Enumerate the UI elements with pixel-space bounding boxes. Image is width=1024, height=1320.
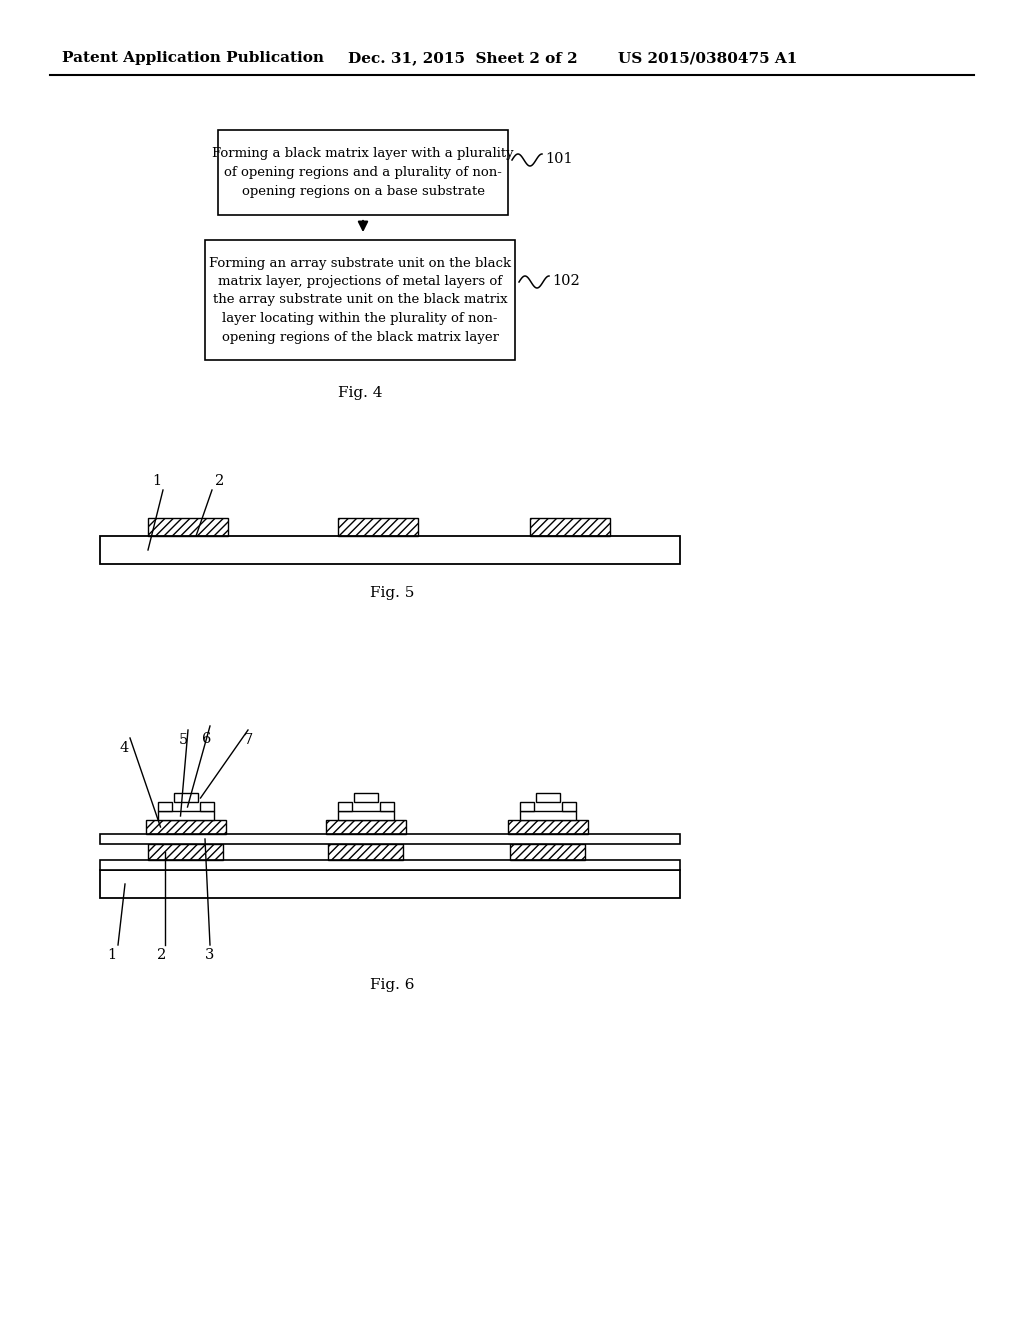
Bar: [100, 536, 680, 564]
Bar: [561, 803, 575, 810]
Bar: [205, 240, 515, 360]
Text: 102: 102: [552, 275, 580, 288]
Bar: [530, 517, 610, 536]
Text: Forming an array substrate unit on the black
matrix layer, projections of metal : Forming an array substrate unit on the b…: [209, 256, 511, 343]
Bar: [519, 810, 575, 820]
Bar: [353, 793, 378, 803]
Bar: [338, 803, 351, 810]
Bar: [173, 793, 198, 803]
Bar: [536, 793, 559, 803]
Bar: [510, 843, 585, 861]
Bar: [100, 834, 680, 843]
Bar: [100, 861, 680, 870]
Text: 4: 4: [120, 741, 129, 755]
Text: Fig. 6: Fig. 6: [370, 978, 415, 993]
Text: Fig. 4: Fig. 4: [338, 385, 382, 400]
Text: Dec. 31, 2015  Sheet 2 of 2: Dec. 31, 2015 Sheet 2 of 2: [348, 51, 578, 65]
Bar: [158, 803, 171, 810]
Bar: [380, 803, 393, 810]
Text: 2: 2: [158, 948, 167, 962]
Text: Forming a black matrix layer with a plurality
of opening regions and a plurality: Forming a black matrix layer with a plur…: [212, 147, 514, 198]
Text: 7: 7: [244, 733, 253, 747]
Bar: [328, 843, 403, 861]
Bar: [100, 870, 680, 898]
Bar: [326, 820, 406, 834]
Text: 1: 1: [153, 474, 162, 488]
Bar: [338, 517, 418, 536]
Text: Fig. 5: Fig. 5: [370, 586, 414, 601]
Bar: [508, 820, 588, 834]
Text: 1: 1: [108, 948, 117, 962]
Bar: [158, 810, 213, 820]
Text: 3: 3: [206, 948, 215, 962]
Text: 6: 6: [203, 733, 212, 746]
Bar: [338, 810, 393, 820]
Bar: [218, 129, 508, 215]
Bar: [200, 803, 213, 810]
Bar: [148, 517, 228, 536]
Text: US 2015/0380475 A1: US 2015/0380475 A1: [618, 51, 798, 65]
Text: 101: 101: [545, 152, 572, 166]
Text: 5: 5: [178, 733, 187, 747]
Bar: [519, 803, 534, 810]
Bar: [145, 820, 225, 834]
Text: Patent Application Publication: Patent Application Publication: [62, 51, 324, 65]
Bar: [148, 843, 223, 861]
Text: 2: 2: [215, 474, 224, 488]
